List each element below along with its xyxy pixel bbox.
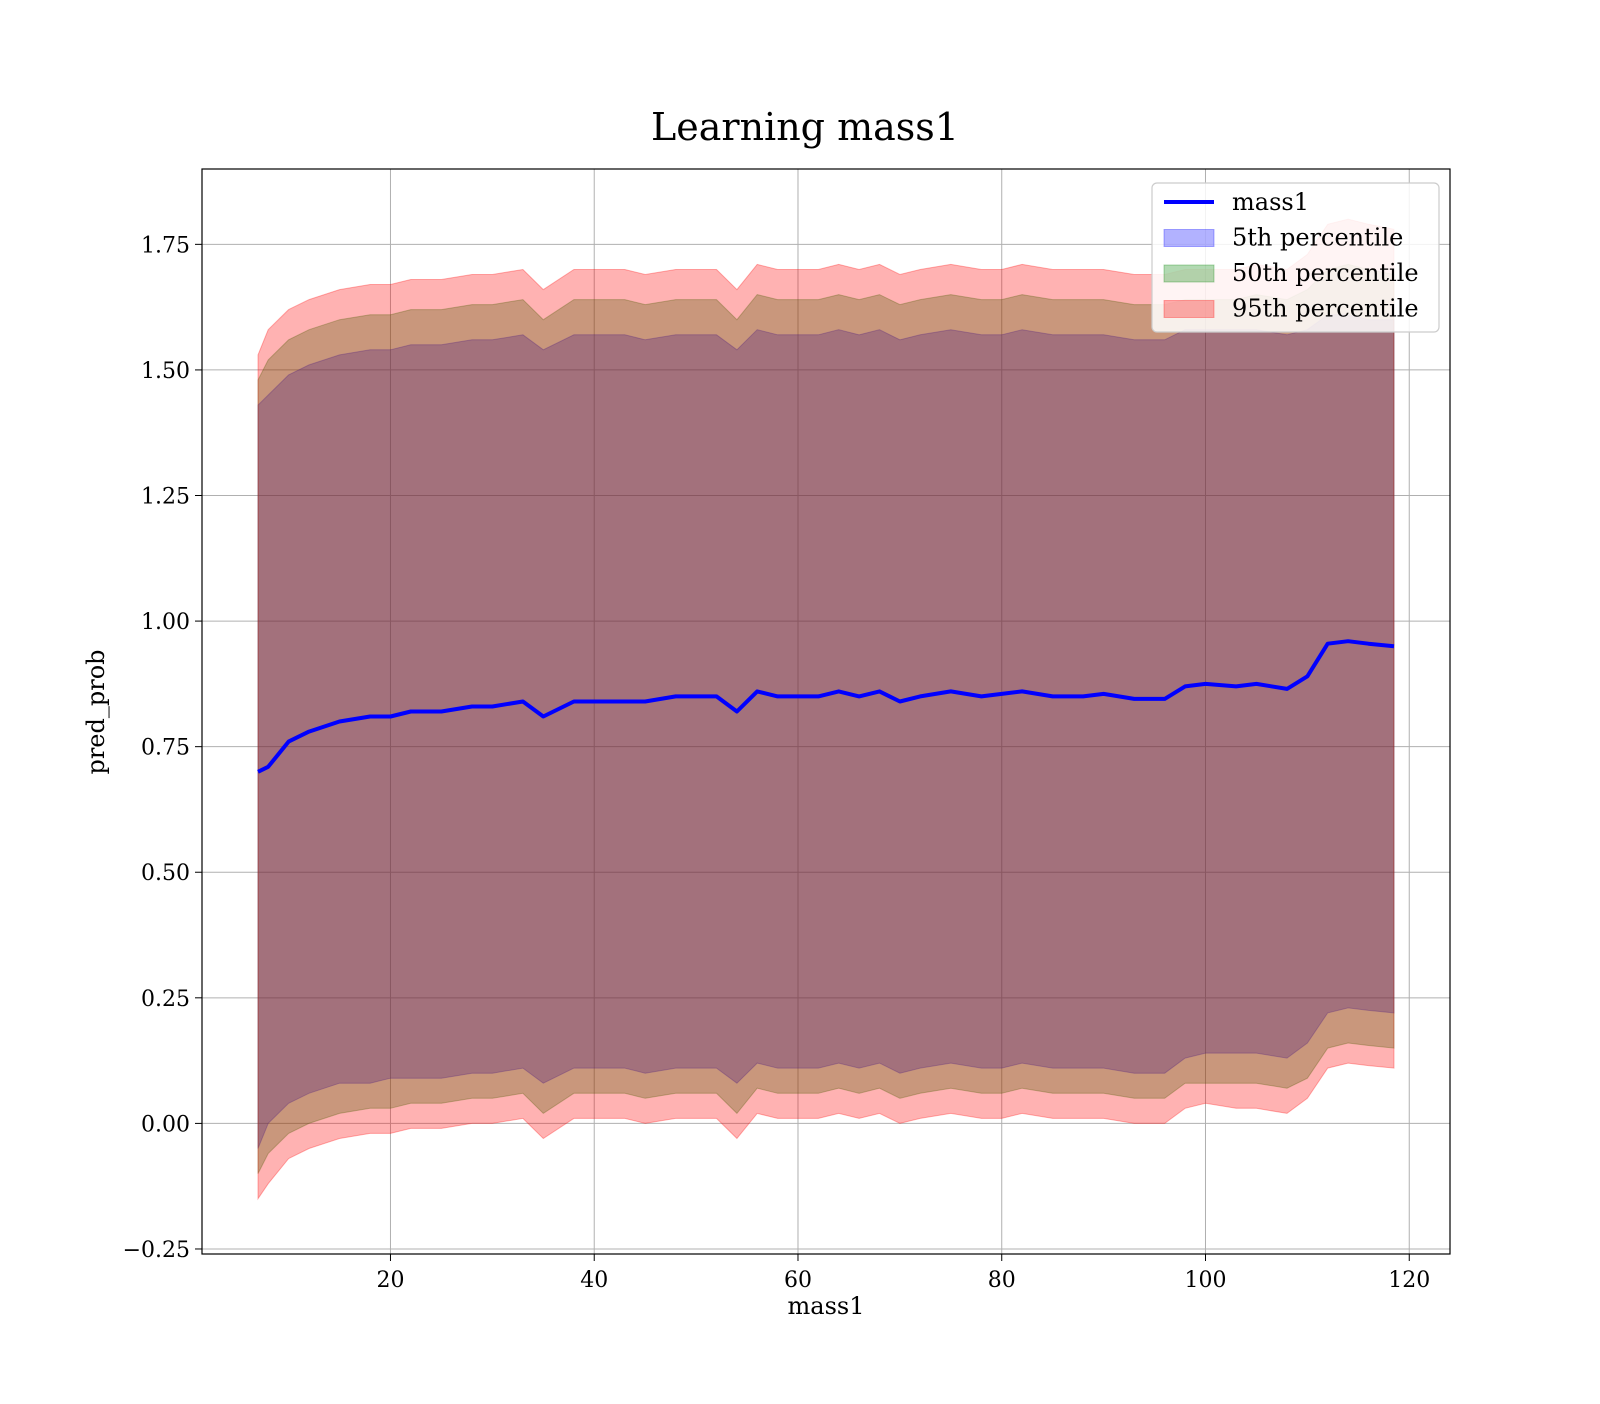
y-tick-label: 0.00 xyxy=(141,1112,190,1137)
legend-label: 95th percentile xyxy=(1232,295,1419,323)
x-tick-label: 100 xyxy=(1184,1268,1226,1293)
x-axis-ticks: 20 40 60 80 100 120 xyxy=(376,1254,1430,1293)
y-tick-label: 1.25 xyxy=(141,485,190,510)
x-tick-label: 20 xyxy=(376,1268,404,1293)
y-axis-label: pred_prob xyxy=(82,649,110,774)
legend-label: 50th percentile xyxy=(1232,259,1419,287)
band-3 xyxy=(257,218,1395,1201)
x-tick-label: 60 xyxy=(784,1268,812,1293)
x-tick-label: 120 xyxy=(1388,1268,1430,1293)
y-tick-label: 0.75 xyxy=(141,736,190,761)
series-line-0 xyxy=(257,639,1395,774)
band-1 xyxy=(257,314,1395,1149)
legend-swatch-patch xyxy=(1163,300,1215,318)
bands-layer xyxy=(257,218,1395,1201)
y-axis-ticks: −0.25 0.00 0.25 0.50 0.75 1.00 1.25 1.50 1.75 xyxy=(123,233,202,1263)
lines-layer xyxy=(257,639,1395,774)
y-tick-label: 0.25 xyxy=(141,987,190,1012)
legend-box xyxy=(1151,182,1440,333)
y-tick-label: 1.50 xyxy=(141,359,190,384)
y-tick-label: 1.00 xyxy=(141,610,190,635)
y-tick-label: 1.75 xyxy=(141,233,190,258)
legend-label: 5th percentile xyxy=(1232,224,1403,252)
y-tick-label: −0.25 xyxy=(123,1238,190,1263)
legend: mass1 5th percentile 50th percentile 95th p… xyxy=(1151,182,1440,333)
grid xyxy=(202,169,1450,1254)
legend-items: mass1 5th percentile 50th percentile 95th p… xyxy=(1163,188,1419,323)
x-tick-label: 80 xyxy=(988,1268,1016,1293)
legend-label: mass1 xyxy=(1232,188,1309,216)
band-2 xyxy=(257,263,1395,1174)
y-tick-label: 0.50 xyxy=(141,861,190,886)
legend-swatch-patch xyxy=(1163,264,1215,283)
x-tick-label: 40 xyxy=(580,1268,608,1293)
x-axis-label: mass1 xyxy=(788,1292,865,1320)
chart-title: Learning mass1 xyxy=(651,105,959,149)
plot-frame xyxy=(201,168,1451,1255)
legend-swatch-patch xyxy=(1163,229,1215,247)
